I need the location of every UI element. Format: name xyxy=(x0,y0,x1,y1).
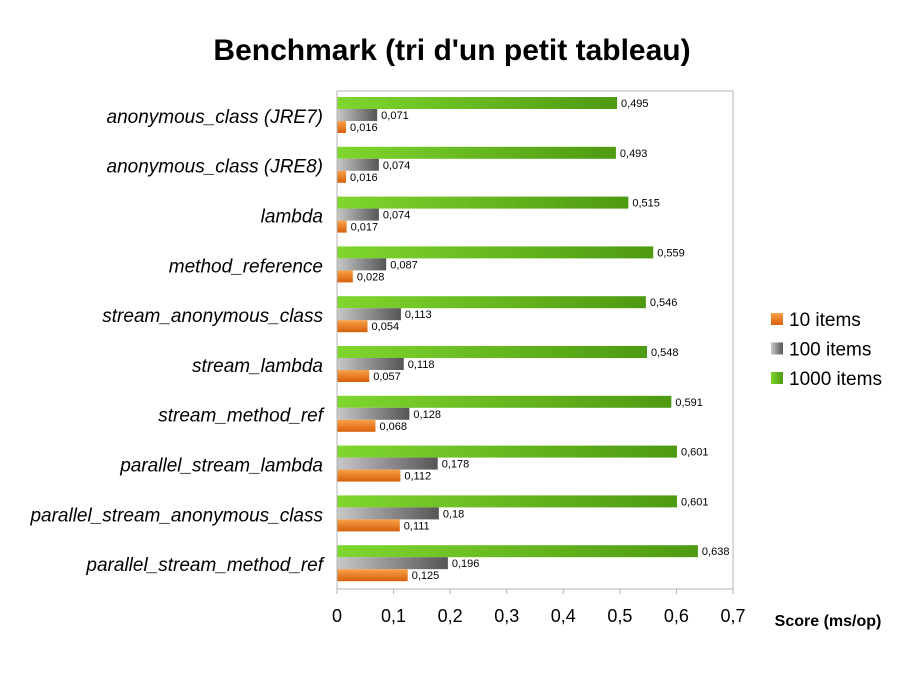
bar-10-items xyxy=(337,569,408,582)
data-label: 0,074 xyxy=(383,160,411,172)
data-label: 0,118 xyxy=(408,359,435,371)
data-label: 0,591 xyxy=(675,397,703,409)
legend-swatch xyxy=(771,372,783,384)
bar-1000-items xyxy=(337,196,629,209)
bar-10-items xyxy=(337,170,347,183)
data-label: 0,495 xyxy=(621,98,649,110)
bar-10-items xyxy=(337,469,401,482)
data-label: 0,128 xyxy=(413,409,441,421)
data-label: 0,016 xyxy=(350,172,378,184)
bar-10-items xyxy=(337,419,376,432)
y-tick-label: method_reference xyxy=(169,256,323,277)
y-tick-label: stream_method_ref xyxy=(158,406,324,427)
bar-1000-items xyxy=(337,97,618,109)
bar-100-items xyxy=(337,208,379,221)
legend-entry: 100 items xyxy=(789,340,871,361)
legend: 10 items 100 items 1000 items xyxy=(771,310,882,390)
bar-100-items xyxy=(337,457,438,470)
bar-1000-items xyxy=(337,445,677,458)
legend-entry: 1000 items xyxy=(789,369,882,390)
data-label: 0,028 xyxy=(357,271,385,283)
bar-100-items xyxy=(337,158,379,171)
x-axis: 0 0,1 0,2 0,3 0,4 0,5 0,6 0,7 xyxy=(332,588,746,626)
data-label: 0,017 xyxy=(351,222,379,234)
data-label: 0,18 xyxy=(443,508,464,520)
bar-10-items xyxy=(337,519,400,532)
data-label: 0,068 xyxy=(379,421,407,433)
x-tick-label: 0,7 xyxy=(720,606,745,626)
data-label: 0,074 xyxy=(383,210,411,222)
data-label: 0,178 xyxy=(442,459,470,471)
legend-swatch xyxy=(771,342,783,355)
data-label: 0,559 xyxy=(657,247,685,259)
x-tick-label: 0,5 xyxy=(607,606,632,626)
legend-entry: 10 items xyxy=(789,310,861,331)
bar-100-items xyxy=(337,358,404,370)
y-tick-label: stream_lambda xyxy=(192,356,323,377)
bar-100-items xyxy=(337,308,401,321)
bar-1000-items xyxy=(337,395,672,408)
bar-100-items xyxy=(337,109,378,121)
bar-1000-items xyxy=(337,146,616,159)
data-label: 0,638 xyxy=(702,546,730,558)
data-label: 0,546 xyxy=(650,297,678,309)
data-label: 0,111 xyxy=(404,520,430,532)
data-label: 0,493 xyxy=(620,148,648,160)
data-label: 0,601 xyxy=(681,447,709,459)
x-axis-label: Score (ms/op) xyxy=(775,613,882,630)
y-tick-label: parallel_stream_method_ref xyxy=(85,555,324,576)
data-label: 0,196 xyxy=(452,558,480,570)
bar-10-items xyxy=(337,370,370,382)
data-label: 0,548 xyxy=(651,347,679,359)
y-tick-label: anonymous_class (JRE7) xyxy=(107,107,323,128)
y-tick-label: stream_anonymous_class xyxy=(102,306,323,327)
bar-100-items xyxy=(337,557,448,570)
x-tick-label: 0 xyxy=(332,606,342,626)
bar-1000-items xyxy=(337,246,654,259)
y-tick-label: parallel_stream_lambda xyxy=(119,456,323,477)
chart-title: Benchmark (tri d'un petit tableau) xyxy=(213,34,690,67)
data-label: 0,071 xyxy=(381,110,409,122)
legend-swatch xyxy=(771,313,783,325)
y-tick-label: anonymous_class (JRE8) xyxy=(107,157,323,178)
y-tick-label: lambda xyxy=(261,207,323,228)
x-tick-label: 0,1 xyxy=(381,606,406,626)
data-label: 0,515 xyxy=(632,198,660,210)
data-label: 0,087 xyxy=(390,259,418,271)
x-tick-label: 0,3 xyxy=(494,606,519,626)
data-label: 0,016 xyxy=(350,122,378,134)
data-label: 0,057 xyxy=(373,371,401,383)
data-label: 0,112 xyxy=(404,471,431,483)
x-tick-label: 0,2 xyxy=(438,606,463,626)
x-tick-label: 0,4 xyxy=(551,606,576,626)
bar-1000-items xyxy=(337,545,698,558)
x-tick-label: 0,6 xyxy=(664,606,689,626)
data-label: 0,125 xyxy=(412,570,440,582)
bar-100-items xyxy=(337,507,439,520)
bars-layer: 0,4950,0710,0160,4930,0740,0160,5150,074… xyxy=(337,97,729,582)
bar-10-items xyxy=(337,220,347,233)
bar-10-items xyxy=(337,270,353,283)
data-label: 0,601 xyxy=(681,496,709,508)
data-label: 0,054 xyxy=(372,321,400,333)
bar-1000-items xyxy=(337,495,677,508)
bar-10-items xyxy=(337,320,368,333)
bar-100-items xyxy=(337,407,410,420)
bar-1000-items xyxy=(337,346,648,358)
bar-1000-items xyxy=(337,296,646,309)
y-tick-label: parallel_stream_anonymous_class xyxy=(29,505,323,526)
y-axis-labels: anonymous_class (JRE7) anonymous_class (J… xyxy=(29,107,324,576)
bar-10-items xyxy=(337,121,347,133)
data-label: 0,113 xyxy=(405,309,432,321)
bar-100-items xyxy=(337,258,387,271)
